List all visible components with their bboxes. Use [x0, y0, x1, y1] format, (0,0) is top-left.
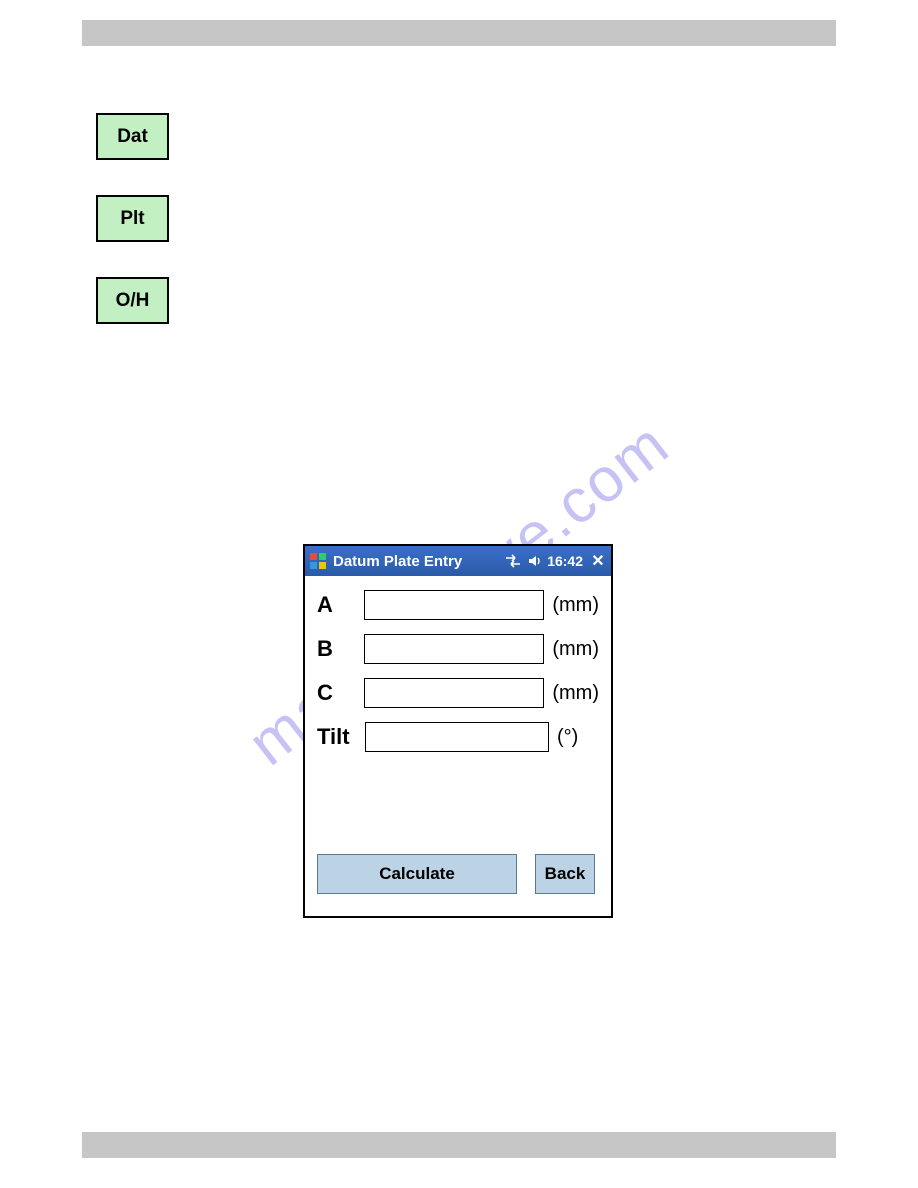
- row-tilt: Tilt (°): [317, 722, 599, 752]
- button-row: Calculate Back: [317, 854, 599, 894]
- form-area: A (mm) B (mm) C (mm) Tilt (°): [305, 576, 611, 752]
- label-a: A: [317, 592, 364, 618]
- row-a: A (mm): [317, 590, 599, 620]
- input-b[interactable]: [364, 634, 544, 664]
- back-label: Back: [545, 864, 586, 884]
- input-tilt[interactable]: [365, 722, 549, 752]
- close-icon[interactable]: ✕: [589, 552, 607, 570]
- input-a[interactable]: [364, 590, 544, 620]
- titlebar-time: 16:42: [547, 553, 583, 569]
- window-titlebar: Datum Plate Entry 16:42 ✕: [305, 546, 611, 576]
- plt-button[interactable]: Plt: [96, 195, 169, 242]
- oh-button[interactable]: O/H: [96, 277, 169, 324]
- dat-button[interactable]: Dat: [96, 113, 169, 160]
- datum-plate-window: Datum Plate Entry 16:42 ✕ A (mm) B (mm): [303, 544, 613, 918]
- dat-button-label: Dat: [117, 126, 148, 148]
- header-bar: [82, 20, 836, 46]
- unit-b: (mm): [552, 638, 599, 661]
- input-c[interactable]: [364, 678, 544, 708]
- label-c: C: [317, 680, 364, 706]
- calculate-label: Calculate: [379, 864, 455, 884]
- plt-button-label: Plt: [120, 208, 144, 230]
- back-button[interactable]: Back: [535, 854, 595, 894]
- connection-icon: [505, 554, 521, 568]
- unit-a: (mm): [552, 594, 599, 617]
- unit-tilt: (°): [557, 726, 578, 749]
- label-b: B: [317, 636, 364, 662]
- windows-logo-icon: [309, 552, 327, 570]
- row-c: C (mm): [317, 678, 599, 708]
- oh-button-label: O/H: [116, 290, 150, 312]
- label-tilt: Tilt: [317, 724, 365, 750]
- footer-bar: [82, 1132, 836, 1158]
- sound-icon: [527, 554, 541, 568]
- calculate-button[interactable]: Calculate: [317, 854, 517, 894]
- window-title: Datum Plate Entry: [333, 553, 462, 570]
- unit-c: (mm): [552, 682, 599, 705]
- row-b: B (mm): [317, 634, 599, 664]
